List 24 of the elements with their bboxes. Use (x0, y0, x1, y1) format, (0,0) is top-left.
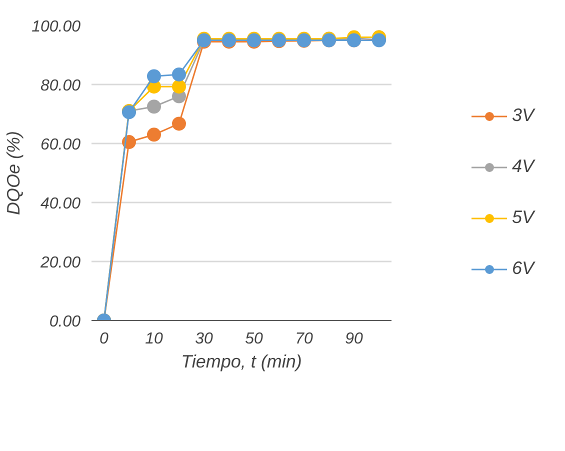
x-tick-label: 50 (245, 330, 263, 348)
y-axis-title: DQOe (%) (4, 130, 24, 216)
y-tick-label: 20.00 (39, 254, 81, 272)
point (147, 128, 161, 142)
point (172, 80, 186, 94)
y-tick-label: 40.00 (40, 196, 81, 212)
point (147, 69, 161, 84)
point (172, 116, 186, 131)
x-tick-label: 10 (145, 330, 163, 348)
legend-label: 5V (512, 207, 534, 228)
x-tick-label: 30 (195, 330, 213, 348)
legend-label: 3V (512, 105, 534, 126)
y-tick-label: 80.00 (40, 78, 81, 94)
x-tick-label: 70 (295, 330, 313, 348)
legend-label: 4V (512, 156, 534, 177)
y-tick-label: 0.00 (49, 314, 81, 330)
y-tick-label: 60.00 (40, 136, 81, 154)
x-tick-label: 90 (345, 330, 363, 348)
legend-label: 6V (512, 258, 534, 279)
y-tick-label: 100.00 (32, 18, 81, 36)
point (172, 67, 186, 82)
point (147, 100, 161, 114)
x-axis-title: Tiempo, t (min) (181, 352, 302, 372)
x-tick-label: 0 (100, 330, 109, 348)
